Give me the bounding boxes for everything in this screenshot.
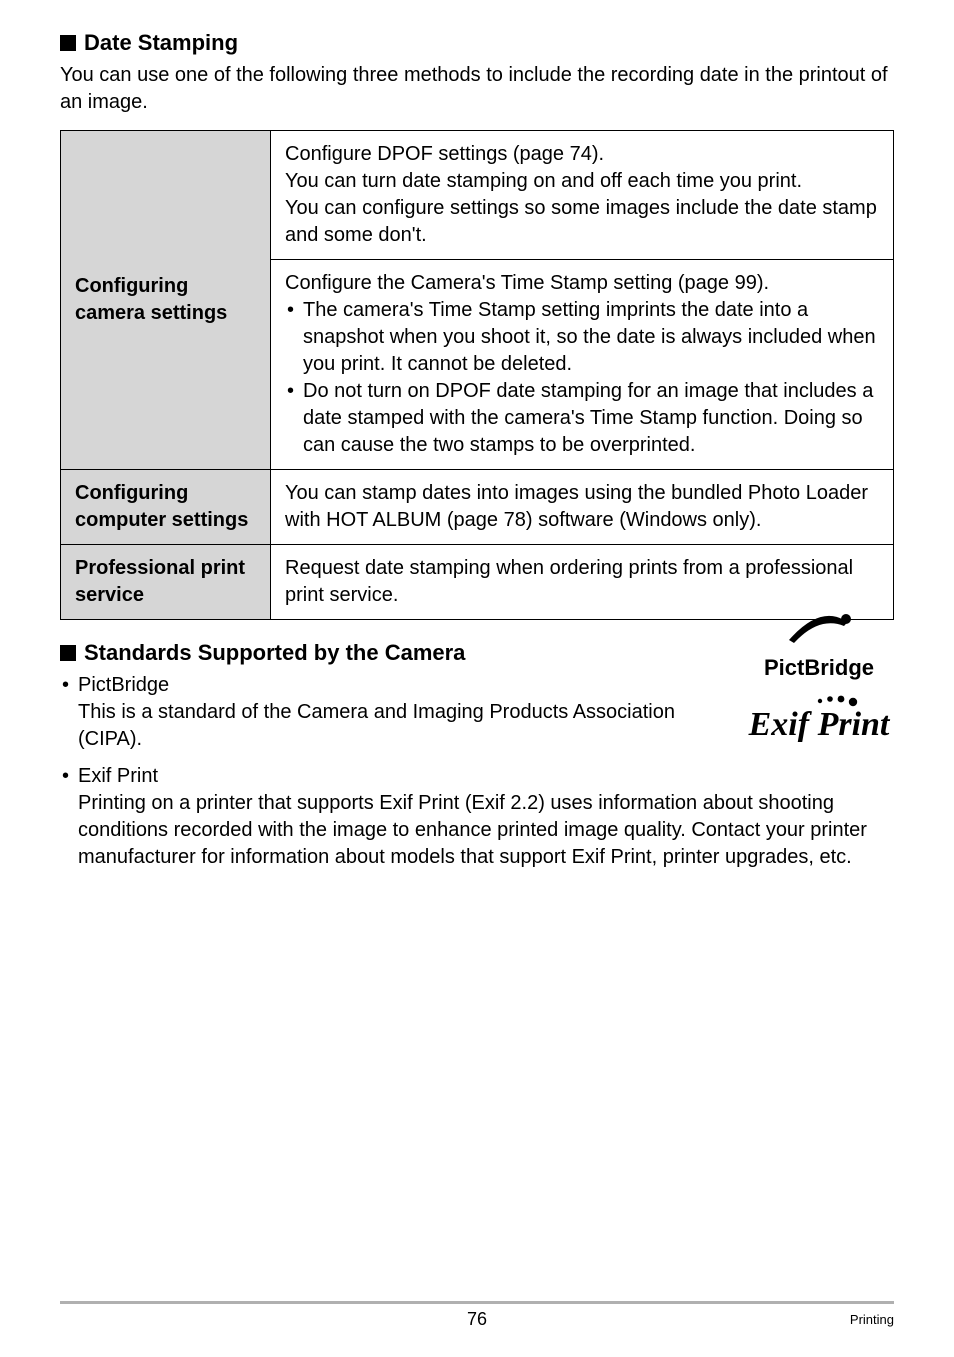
pictbridge-swoosh-icon [784,608,854,648]
cell-time-stamp: Configure the Camera's Time Stamp settin… [271,260,894,470]
item-title: PictBridge [78,674,169,696]
footer-section-label: Printing [850,1312,894,1327]
square-bullet-icon [60,645,76,661]
list-item: Do not turn on DPOF date stamping for an… [285,378,879,459]
pictbridge-label: PictBridge [744,655,894,681]
exif-print-icon: Exif Print [744,695,894,743]
label-configuring-camera: Configuring camera settings [61,131,271,470]
square-bullet-icon [60,35,76,51]
cell-line: Configure the Camera's Time Stamp settin… [285,270,879,297]
bullet-list: The camera's Time Stamp setting imprints… [285,297,879,459]
svg-text:Exif Print: Exif Print [748,706,891,743]
table-row: Configuring camera settings Configure DP… [61,131,894,260]
heading-text: Date Stamping [84,30,238,56]
footer-divider [60,1301,894,1304]
logos-area: PictBridge Exif Print [744,608,894,748]
list-item: The camera's Time Stamp setting imprints… [285,297,879,378]
date-stamping-table: Configuring camera settings Configure DP… [60,130,894,620]
intro-paragraph: You can use one of the following three m… [60,62,894,116]
item-body: Printing on a printer that supports Exif… [78,792,867,868]
page-footer: 76 Printing [60,1301,894,1327]
page-number: 76 [467,1309,487,1330]
item-title: Exif Print [78,765,158,787]
cell-line: You can turn date stamping on and off ea… [285,168,879,195]
cell-dpof-settings: Configure DPOF settings (page 74). You c… [271,131,894,260]
heading-text: Standards Supported by the Camera [84,640,465,666]
exif-print-logo: Exif Print [744,695,894,748]
item-body: This is a standard of the Camera and Ima… [78,701,675,750]
cell-line: You can configure settings so some image… [285,195,879,249]
pictbridge-logo: PictBridge [744,608,894,681]
label-configuring-computer: Configuring computer settings [61,470,271,545]
date-stamping-heading: Date Stamping [60,30,894,56]
label-professional-print: Professional print service [61,545,271,620]
cell-line: Configure DPOF settings (page 74). [285,141,879,168]
table-row: Configuring computer settings You can st… [61,470,894,545]
cell-computer-settings: You can stamp dates into images using th… [271,470,894,545]
standards-item-exif: Exif Print Printing on a printer that su… [60,763,894,871]
